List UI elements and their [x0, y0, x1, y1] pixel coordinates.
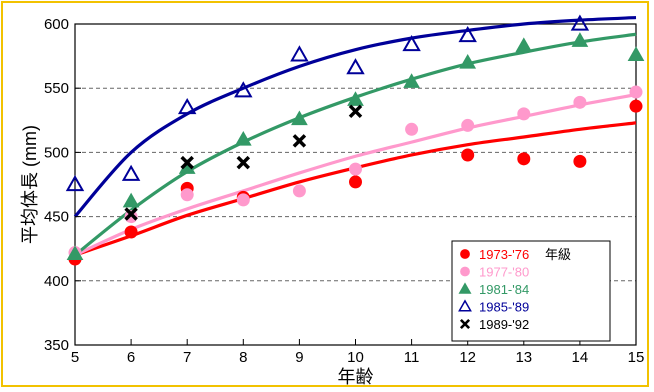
- data-point: [346, 58, 365, 75]
- data-point: [124, 225, 138, 239]
- data-point: [405, 122, 419, 136]
- data-point: [347, 91, 364, 106]
- data-point: [290, 45, 309, 62]
- x-tick-label: 7: [183, 349, 191, 366]
- data-point: [458, 26, 477, 43]
- data-point: [180, 188, 194, 202]
- data-point: [124, 210, 138, 224]
- data-point: [292, 184, 306, 198]
- data-point: [348, 104, 363, 119]
- x-tick-label: 6: [127, 349, 135, 366]
- x-tick-label: 11: [404, 349, 420, 366]
- data-point: [65, 174, 85, 192]
- legend-marker: [458, 299, 472, 312]
- legend-label: 1973-'76: [479, 247, 529, 262]
- y-axis-label: 平均体長 (mm): [20, 125, 40, 244]
- data-points: [65, 14, 645, 266]
- fit-curve: [74, 93, 637, 257]
- data-point: [461, 118, 475, 132]
- data-point: [461, 148, 475, 162]
- data-point: [236, 155, 251, 170]
- legend: 1973-'76 年級 1977-'80 1981-'84 1985-'89 1989-'…: [451, 240, 611, 342]
- y-tick-label: 500: [44, 144, 69, 161]
- y-tick-label: 400: [44, 273, 69, 290]
- legend-label-suffix: 年級: [545, 247, 571, 262]
- data-point: [515, 37, 533, 52]
- legend-marker: [460, 249, 470, 259]
- x-tick-label: 9: [295, 349, 303, 366]
- x-tick-label: 5: [71, 349, 79, 366]
- legend-box: [451, 240, 611, 342]
- data-point: [292, 134, 307, 148]
- data-point: [517, 107, 531, 121]
- data-point: [291, 110, 308, 126]
- data-point: [403, 73, 420, 88]
- data-point: [459, 54, 477, 69]
- data-point: [571, 32, 589, 47]
- data-point: [629, 85, 643, 99]
- x-tick-label: 8: [239, 349, 247, 366]
- data-point: [573, 154, 587, 168]
- legend-label: 1989-'92: [479, 317, 529, 332]
- data-point: [236, 193, 250, 207]
- data-point: [121, 164, 141, 181]
- x-tick-label: 14: [572, 349, 589, 366]
- y-tick-label: 450: [44, 209, 69, 226]
- data-point: [124, 207, 138, 221]
- data-point: [122, 192, 140, 208]
- data-point: [234, 131, 252, 146]
- data-point: [570, 14, 590, 31]
- y-tick-label: 550: [44, 80, 69, 97]
- data-point: [517, 152, 531, 166]
- fit-curve: [73, 32, 637, 257]
- y-tick-label: 600: [44, 16, 69, 33]
- legend-marker: [458, 282, 472, 294]
- data-point: [629, 99, 643, 113]
- x-tick-label: 15: [628, 349, 645, 366]
- y-tick-label: 350: [44, 337, 69, 354]
- legend-marker: [460, 266, 470, 277]
- legend-label: 1981-'84: [479, 282, 529, 297]
- x-axis-label: 年齢: [338, 367, 374, 387]
- data-point: [177, 97, 197, 115]
- data-point: [402, 35, 421, 52]
- axis-ticks: 5 6 7 8 9 10 11 12 13 14 15 350 400 450 500 550 600: [44, 16, 644, 366]
- x-tick-label: 10: [347, 349, 364, 366]
- data-point: [627, 46, 645, 61]
- data-point: [234, 81, 253, 98]
- legend-label: 1985-'89: [479, 300, 529, 315]
- fit-curve: [73, 15, 637, 218]
- data-point: [349, 175, 362, 189]
- data-point: [349, 162, 362, 176]
- data-point: [180, 155, 194, 170]
- x-tick-label: 13: [515, 349, 532, 366]
- data-point: [573, 95, 587, 109]
- data-point: [66, 245, 84, 260]
- x-tick-label: 12: [459, 349, 476, 366]
- legend-marker: [459, 318, 471, 330]
- legend-label: 1977-'80: [479, 265, 529, 280]
- fit-curves: [73, 15, 637, 257]
